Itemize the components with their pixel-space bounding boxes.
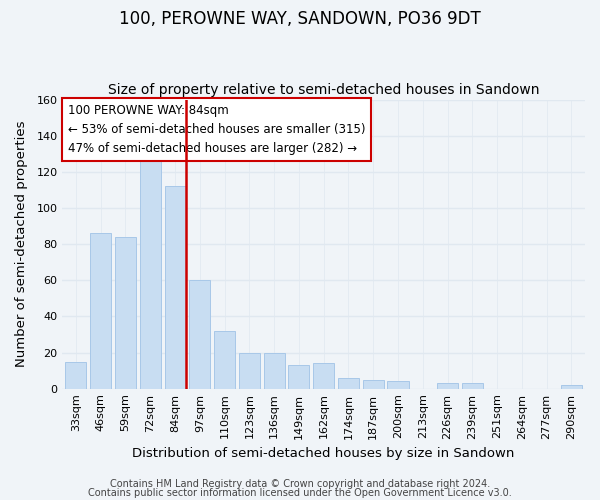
Bar bbox=[164, 186, 185, 388]
Bar bbox=[462, 384, 483, 388]
Bar bbox=[437, 384, 458, 388]
Text: Contains HM Land Registry data © Crown copyright and database right 2024.: Contains HM Land Registry data © Crown c… bbox=[110, 479, 490, 489]
Bar bbox=[140, 152, 161, 388]
Bar bbox=[289, 365, 310, 388]
Bar bbox=[65, 362, 86, 388]
Y-axis label: Number of semi-detached properties: Number of semi-detached properties bbox=[15, 121, 28, 368]
Bar bbox=[338, 378, 359, 388]
Bar bbox=[115, 237, 136, 388]
Bar bbox=[561, 385, 582, 388]
Bar bbox=[362, 380, 384, 388]
Text: 100 PEROWNE WAY: 84sqm
← 53% of semi-detached houses are smaller (315)
47% of se: 100 PEROWNE WAY: 84sqm ← 53% of semi-det… bbox=[68, 104, 365, 155]
Bar bbox=[388, 382, 409, 388]
Bar bbox=[214, 331, 235, 388]
Title: Size of property relative to semi-detached houses in Sandown: Size of property relative to semi-detach… bbox=[108, 83, 539, 97]
Bar bbox=[189, 280, 211, 388]
X-axis label: Distribution of semi-detached houses by size in Sandown: Distribution of semi-detached houses by … bbox=[133, 447, 515, 460]
Bar bbox=[263, 352, 284, 388]
Bar bbox=[90, 234, 111, 388]
Text: Contains public sector information licensed under the Open Government Licence v3: Contains public sector information licen… bbox=[88, 488, 512, 498]
Bar bbox=[313, 364, 334, 388]
Text: 100, PEROWNE WAY, SANDOWN, PO36 9DT: 100, PEROWNE WAY, SANDOWN, PO36 9DT bbox=[119, 10, 481, 28]
Bar bbox=[239, 352, 260, 388]
